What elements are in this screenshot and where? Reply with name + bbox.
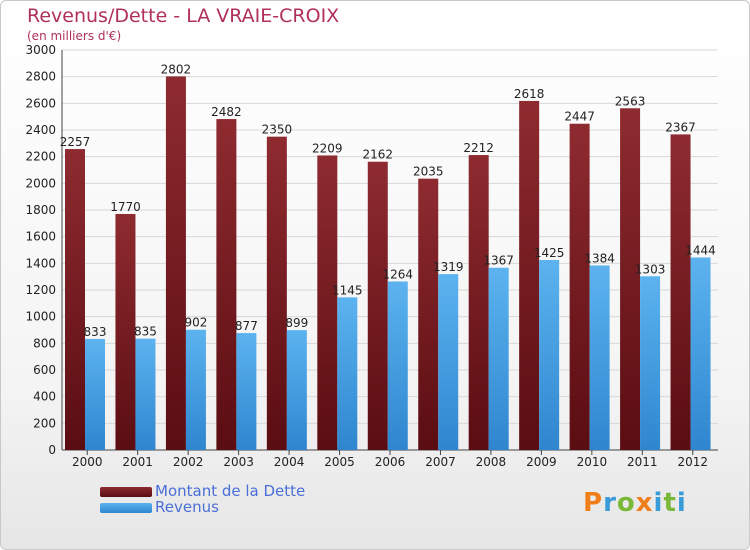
chart-title: Revenus/Dette - LA VRAIE-CROIX xyxy=(27,5,340,27)
x-tick-label: 2002 xyxy=(173,455,204,469)
y-tick-label: 2400 xyxy=(25,123,56,137)
x-tick-label: 2000 xyxy=(72,455,103,469)
x-tick-label: 2011 xyxy=(627,455,658,469)
bar-revenus xyxy=(135,338,156,450)
y-tick-label: 2600 xyxy=(25,96,56,110)
legend-swatch-dette xyxy=(100,487,152,497)
data-label-dette: 2212 xyxy=(463,141,494,155)
data-label-dette: 2257 xyxy=(60,135,91,149)
logo-letter: P xyxy=(583,488,604,518)
y-tick-label: 800 xyxy=(33,336,56,350)
bar-dette xyxy=(620,108,641,451)
y-tick-label: 3000 xyxy=(25,43,56,57)
legend-swatch-revenus xyxy=(100,503,152,513)
y-tick-label: 200 xyxy=(33,416,56,430)
data-label-revenus: 1145 xyxy=(332,283,363,297)
x-tick-label: 2004 xyxy=(274,455,305,469)
bar-revenus xyxy=(589,265,610,450)
bar-revenus xyxy=(85,338,105,450)
data-label-dette: 2618 xyxy=(514,87,545,101)
x-tick-label: 2008 xyxy=(476,455,507,469)
bar-dette xyxy=(367,161,388,450)
bar-revenus xyxy=(286,330,307,450)
y-tick-label: 400 xyxy=(33,390,56,404)
y-tick-label: 1600 xyxy=(25,230,56,244)
data-label-dette: 2802 xyxy=(161,62,192,76)
bar-revenus xyxy=(640,276,661,450)
y-tick-label: 2800 xyxy=(25,70,56,84)
data-label-dette: 2367 xyxy=(665,120,696,134)
x-tick-label: 2010 xyxy=(577,455,608,469)
legend-label-dette: Montant de la Dette xyxy=(155,482,306,500)
data-label-revenus: 1384 xyxy=(584,251,615,265)
data-label-revenus: 1367 xyxy=(483,254,514,268)
legend-label-revenus: Revenus xyxy=(155,498,219,516)
bar-revenus xyxy=(438,274,459,450)
data-label-revenus: 1444 xyxy=(685,243,716,257)
data-label-revenus: 899 xyxy=(285,316,308,330)
bar-revenus xyxy=(387,281,408,450)
logo-letter: i xyxy=(676,488,687,518)
bar-dette xyxy=(670,134,691,450)
x-tick-label: 2001 xyxy=(122,455,153,469)
y-tick-label: 1800 xyxy=(25,203,56,217)
data-label-revenus: 1264 xyxy=(382,267,413,281)
x-tick-label: 2012 xyxy=(677,455,708,469)
logo-letter: o xyxy=(616,488,636,518)
bar-revenus xyxy=(690,257,711,450)
bar-dette xyxy=(468,155,489,451)
y-tick-label: 1000 xyxy=(25,310,56,324)
bar-dette xyxy=(115,214,136,450)
data-label-revenus: 1319 xyxy=(433,260,464,274)
logo-letter: t xyxy=(663,488,677,518)
data-label-revenus: 1303 xyxy=(635,262,666,276)
bar-revenus xyxy=(185,329,206,450)
y-tick-label: 1200 xyxy=(25,283,56,297)
bar-revenus xyxy=(337,297,358,450)
bar-dette xyxy=(165,76,186,451)
logo-letter: r xyxy=(603,488,617,518)
x-tick-label: 2005 xyxy=(324,455,355,469)
y-tick-label: 0 xyxy=(48,443,56,457)
logo-letter: x xyxy=(635,488,654,518)
chart-subtitle: (en milliers d'€) xyxy=(27,29,122,43)
bar-revenus xyxy=(236,333,257,450)
data-label-revenus: 1425 xyxy=(534,246,565,260)
data-label-dette: 2447 xyxy=(564,110,595,124)
data-label-dette: 2563 xyxy=(615,94,646,108)
y-tick-label: 2000 xyxy=(25,176,56,190)
data-label-revenus: 877 xyxy=(235,319,258,333)
data-label-dette: 2035 xyxy=(413,165,444,179)
data-label-dette: 1770 xyxy=(110,200,141,214)
bar-dette xyxy=(569,123,590,450)
y-tick-label: 1400 xyxy=(25,256,56,270)
bar-dette xyxy=(519,100,540,450)
x-tick-label: 2006 xyxy=(375,455,406,469)
bar-dette xyxy=(266,136,287,450)
x-tick-label: 2007 xyxy=(425,455,456,469)
bar-dette xyxy=(65,149,85,451)
bar-revenus xyxy=(488,267,509,450)
data-label-dette: 2482 xyxy=(211,105,242,119)
data-label-dette: 2350 xyxy=(262,123,293,137)
bar-dette xyxy=(418,178,439,450)
data-label-revenus: 835 xyxy=(134,325,157,339)
y-tick-label: 2200 xyxy=(25,150,56,164)
data-label-revenus: 833 xyxy=(84,325,107,339)
data-label-dette: 2162 xyxy=(362,148,393,162)
x-tick-label: 2009 xyxy=(526,455,557,469)
y-tick-label: 600 xyxy=(33,363,56,377)
data-label-dette: 2209 xyxy=(312,141,343,155)
bar-dette xyxy=(216,119,237,451)
logo-letter: i xyxy=(653,488,664,518)
x-tick-label: 2003 xyxy=(223,455,254,469)
proxiti-logo: Proxiti xyxy=(583,488,687,518)
bar-dette xyxy=(317,155,338,450)
data-label-revenus: 902 xyxy=(184,316,207,330)
bar-revenus xyxy=(539,260,560,450)
